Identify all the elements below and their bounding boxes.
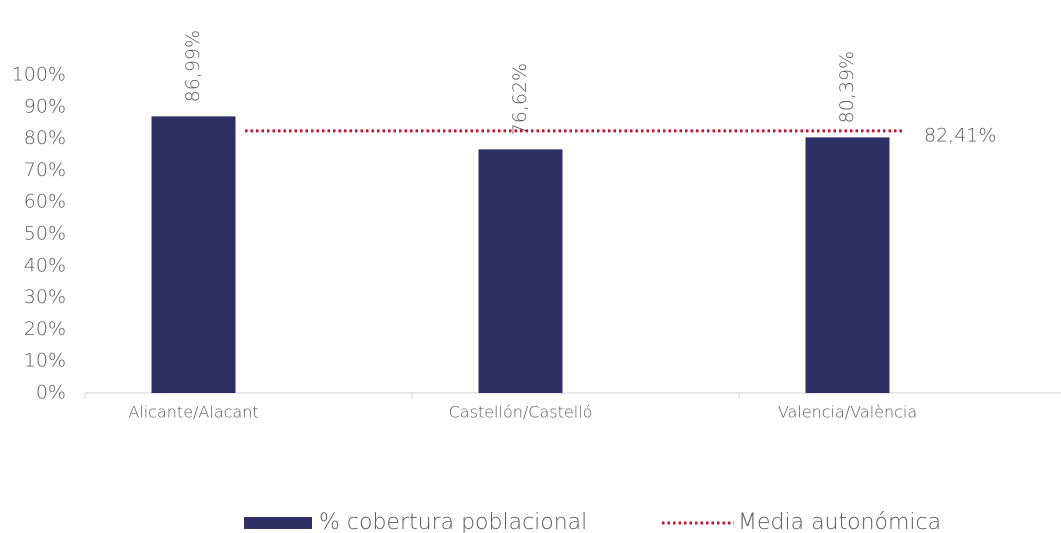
y-tick-label: 100% bbox=[12, 64, 66, 86]
y-tick-label: 60% bbox=[24, 191, 66, 213]
y-tick-label: 40% bbox=[24, 254, 66, 276]
x-tick-label: Castellón/Castelló bbox=[449, 403, 593, 422]
x-tick-label: Valencia/València bbox=[778, 403, 917, 422]
legend-label: Media autonómica bbox=[738, 510, 941, 533]
y-tick-label: 70% bbox=[24, 159, 66, 181]
y-tick-label: 80% bbox=[24, 127, 66, 149]
y-tick-label: 0% bbox=[36, 382, 66, 404]
legend-swatch bbox=[244, 517, 312, 529]
x-tick-label: Alicante/Alacant bbox=[128, 403, 258, 422]
data-label: 76,62% bbox=[509, 63, 531, 135]
reference-label: 82,41% bbox=[924, 124, 996, 146]
y-tick-label: 50% bbox=[24, 223, 66, 245]
y-tick-label: 20% bbox=[24, 318, 66, 340]
bar bbox=[805, 137, 890, 393]
y-tick-label: 30% bbox=[24, 286, 66, 308]
legend-label: % cobertura poblacional bbox=[319, 510, 587, 533]
data-label: 80,39% bbox=[836, 51, 858, 123]
bar bbox=[478, 149, 563, 393]
bar bbox=[151, 116, 236, 394]
y-tick-label: 90% bbox=[24, 95, 66, 117]
data-label: 86,99% bbox=[182, 30, 204, 102]
y-tick-label: 10% bbox=[24, 350, 66, 372]
